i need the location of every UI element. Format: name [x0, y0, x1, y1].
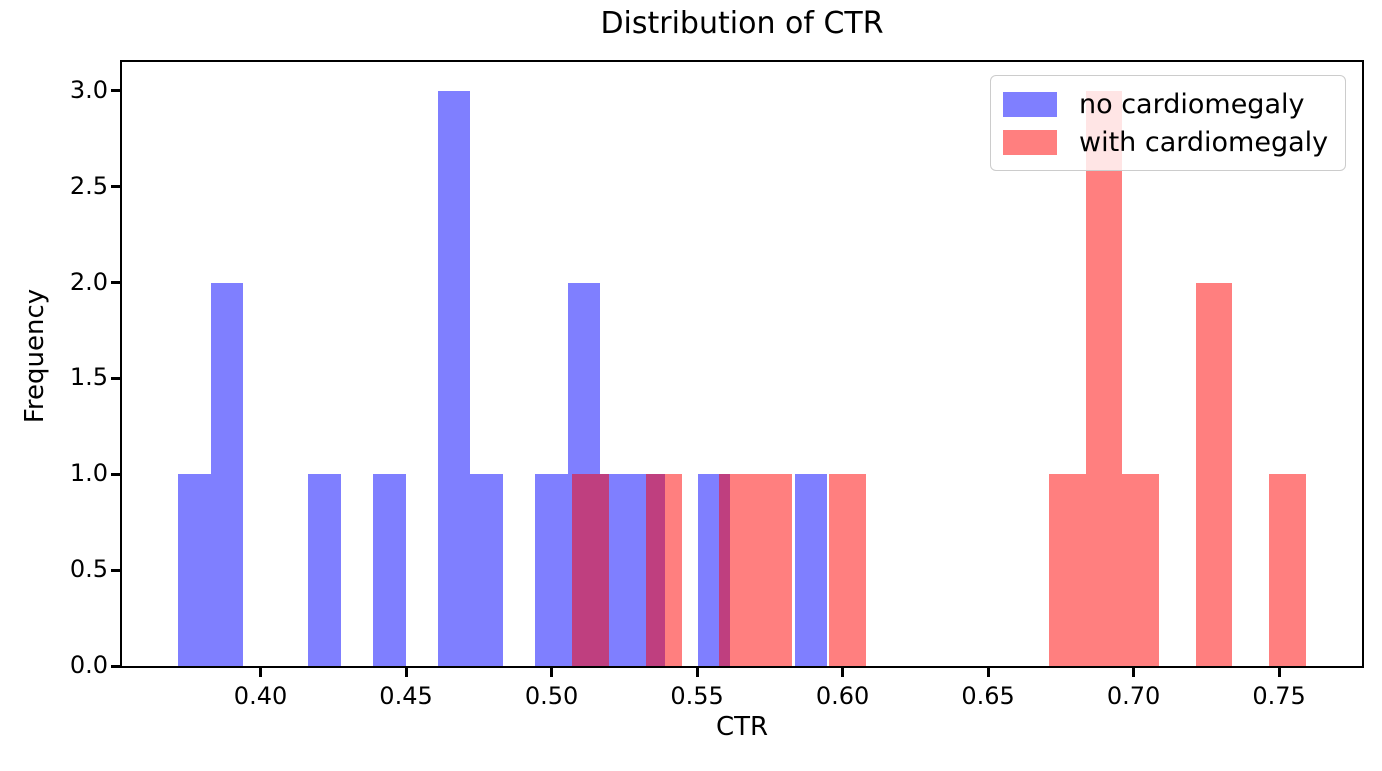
legend-label-with-cardiomegaly: with cardiomegaly	[1079, 126, 1329, 158]
legend-entry-no-cardiomegaly: no cardiomegaly	[1003, 85, 1333, 123]
y-tick-mark	[111, 472, 120, 476]
hist-bar-no-cardiomegaly	[438, 90, 470, 666]
hist-bar-no-cardiomegaly	[308, 474, 341, 666]
y-tick-label: 1.0	[69, 459, 108, 488]
y-tick-label: 2.0	[69, 267, 108, 296]
y-tick-mark	[111, 376, 120, 380]
legend: no cardiomegaly with cardiomegaly	[990, 75, 1346, 171]
hist-bar-no-cardiomegaly	[178, 474, 211, 666]
legend-swatch-no-cardiomegaly	[1003, 91, 1057, 117]
y-tick-mark	[111, 185, 120, 189]
y-tick-mark	[111, 568, 120, 572]
hist-bar-with-cardiomegaly	[646, 474, 682, 666]
x-tick-label: 0.55	[670, 682, 724, 710]
y-tick-mark	[111, 281, 120, 284]
y-tick-label: 3.0	[69, 75, 108, 104]
x-tick-label: 0.45	[379, 682, 433, 710]
legend-swatch-with-cardiomegaly	[1003, 129, 1057, 155]
hist-bar-with-cardiomegaly	[1049, 474, 1086, 666]
hist-bar-with-cardiomegaly	[1196, 282, 1232, 666]
chart-title: Distribution of CTR	[600, 6, 884, 41]
hist-bar-with-cardiomegaly	[829, 474, 866, 666]
hist-bar-with-cardiomegaly	[1086, 90, 1122, 666]
hist-bar-with-cardiomegaly	[1122, 474, 1159, 666]
legend-label-no-cardiomegaly: no cardiomegaly	[1079, 88, 1305, 120]
hist-bar-no-cardiomegaly	[211, 282, 243, 666]
x-tick-mark	[1132, 668, 1136, 677]
legend-entry-with-cardiomegaly: with cardiomegaly	[1003, 123, 1333, 161]
x-tick-label: 0.50	[524, 682, 579, 710]
x-tick-mark	[986, 668, 990, 677]
x-tick-mark	[259, 668, 263, 677]
y-tick-label: 1.5	[69, 363, 108, 392]
y-tick-label: 2.5	[69, 171, 108, 200]
y-tick-label: 0.0	[69, 651, 108, 679]
x-tick-label: 0.60	[815, 682, 870, 710]
hist-bar-with-cardiomegaly	[572, 474, 609, 666]
x-tick-mark	[404, 668, 408, 677]
hist-bar-no-cardiomegaly	[795, 474, 827, 666]
hist-bar-no-cardiomegaly	[373, 474, 406, 666]
hist-bar-with-cardiomegaly	[719, 474, 756, 666]
x-tick-label: 0.65	[961, 682, 1015, 710]
y-tick-mark	[111, 664, 120, 668]
hist-bar-with-cardiomegaly	[1269, 474, 1306, 666]
hist-bar-with-cardiomegaly	[756, 474, 792, 666]
hist-bar-no-cardiomegaly	[470, 474, 503, 666]
y-axis-label: Frequency	[20, 288, 50, 424]
x-tick-label: 0.40	[233, 682, 288, 710]
y-tick-mark	[111, 89, 120, 93]
x-tick-mark	[550, 668, 554, 677]
x-tick-mark	[695, 668, 699, 677]
x-tick-mark	[1277, 668, 1281, 677]
x-tick-mark	[841, 668, 845, 677]
hist-bar-no-cardiomegaly	[535, 474, 568, 666]
y-tick-label: 0.5	[69, 555, 108, 584]
x-tick-label: 0.70	[1106, 682, 1161, 710]
x-tick-label: 0.75	[1252, 682, 1306, 710]
x-axis-label: CTR	[715, 712, 769, 742]
